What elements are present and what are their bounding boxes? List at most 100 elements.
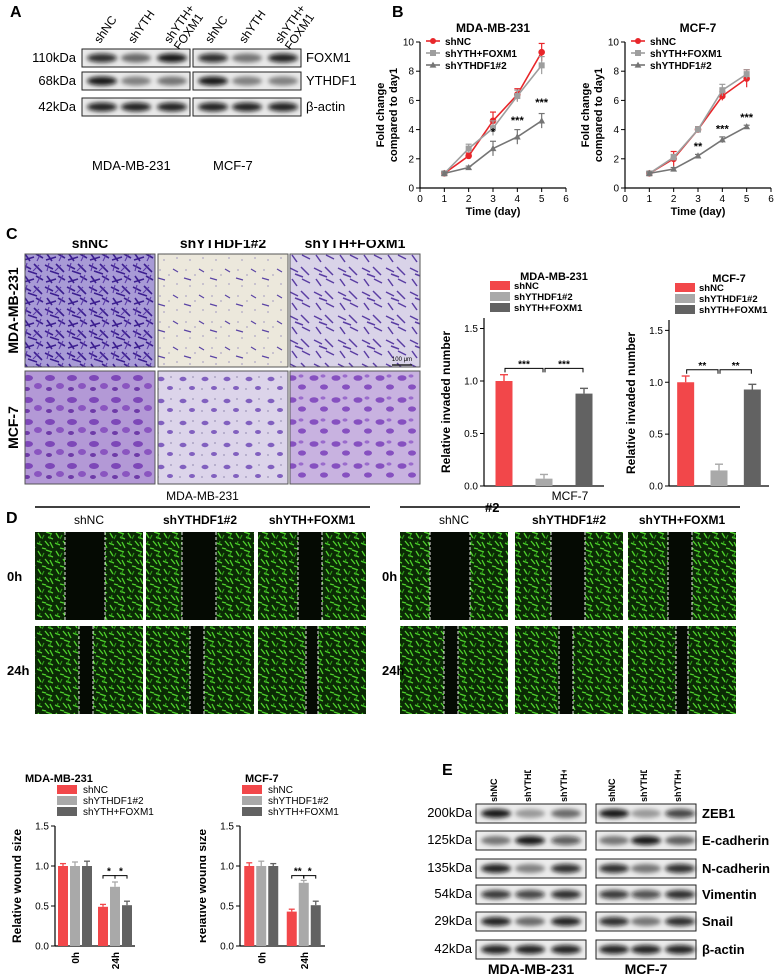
- legend-swatch: [242, 796, 262, 805]
- bar-shythdf1-2: [110, 886, 120, 946]
- legend-label-shnc: shNC: [268, 785, 293, 796]
- data-point: [670, 165, 678, 172]
- blot-band: [268, 76, 298, 86]
- blot-band: [87, 53, 117, 63]
- scratch-gap: [430, 532, 470, 620]
- kda-label-snail: 29kDa: [434, 913, 472, 928]
- scratch-gap: [65, 532, 105, 620]
- significance-bracket: [544, 367, 584, 373]
- bar-shnc: [58, 866, 68, 946]
- legend-label-shyth-foxm1: shYTH+FOXM1: [445, 49, 517, 60]
- blot-band: [631, 945, 661, 954]
- time-label-0h: 0h: [7, 569, 22, 584]
- chart-title: MCF-7: [245, 773, 279, 785]
- y-tick-label: 0.5: [35, 902, 49, 913]
- panel-label-c: C: [6, 226, 18, 243]
- y-tick-label: 6: [408, 96, 414, 107]
- data-point: [743, 123, 751, 130]
- legend-label-shyth-foxm1: shYTH+FOXM1: [699, 305, 768, 316]
- micrograph: [289, 253, 421, 368]
- kda-label-n-cadherin: 135kDa: [427, 860, 473, 875]
- data-point: [489, 144, 497, 152]
- x-tick-label: 4: [515, 194, 521, 205]
- bar-shythdf1-2: [298, 882, 309, 946]
- significance-label: *: [119, 867, 123, 878]
- legend-swatch: [490, 281, 510, 290]
- y-axis-label: Relative wound size: [200, 829, 209, 943]
- bar-shnc: [286, 911, 297, 946]
- blot-band: [157, 102, 187, 112]
- data-point: [743, 71, 750, 78]
- legend-label-shyth-foxm1: shYTH+FOXM1: [650, 49, 722, 60]
- data-point: [718, 136, 726, 143]
- cell-line-label: MDA-MB-231: [92, 158, 171, 173]
- y-tick-label: 1.0: [649, 378, 663, 389]
- scratch-gap: [444, 626, 458, 714]
- lane-label-shyth: shYTH: [125, 8, 158, 46]
- blot-band: [121, 102, 151, 112]
- legend-label-shyth-foxm1: shYTH+FOXM1: [268, 807, 339, 818]
- y-tick-label: 0.5: [220, 902, 234, 913]
- chart-title: MDA-MB-231: [25, 773, 93, 785]
- lane-label-shyth: shYTH+FOXM1: [272, 2, 318, 53]
- blot-band: [551, 809, 581, 818]
- data-point: [465, 152, 472, 160]
- blot-band: [551, 917, 581, 926]
- y-axis-label-line: compared to day1: [593, 68, 605, 162]
- blot-band: [515, 836, 545, 845]
- data-point: [670, 154, 677, 161]
- blot-band: [232, 53, 262, 63]
- protein-label-e-cadherin: E-cadherin: [702, 833, 769, 848]
- scratch-gap: [190, 626, 204, 714]
- blot-band: [665, 864, 695, 873]
- bar-shyth-foxm1: [268, 866, 279, 946]
- blot-band: [87, 76, 117, 86]
- blot-band: [157, 76, 187, 86]
- significance-label: ***: [535, 97, 549, 109]
- blot-band: [515, 890, 545, 899]
- y-tick-label: 1.0: [464, 377, 478, 388]
- kda-label-ythdf1: 68kDa: [38, 73, 76, 88]
- legend-label-shyth-foxm1: shYTH+FOXM1: [83, 807, 154, 818]
- legend-label-shythdf1-2: shYTHDF1#2: [83, 796, 144, 807]
- blot-band: [551, 890, 581, 899]
- blot-band: [481, 809, 511, 818]
- cell-line-label: MCF-7: [625, 961, 668, 977]
- protein-label-actin: β-actin: [306, 99, 345, 114]
- scratch-gap: [551, 532, 585, 620]
- legend-label-shnc: shNC: [514, 281, 539, 292]
- data-point: [538, 117, 546, 124]
- chart-title: MDA-MB-231: [520, 271, 588, 283]
- panel-label-d: D: [6, 510, 18, 527]
- blot-band: [599, 917, 629, 926]
- bar-shnc: [98, 906, 108, 946]
- time-label-24h: 24h: [382, 663, 404, 678]
- blot-band: [551, 864, 581, 873]
- lane-label-shnc: shNC: [489, 778, 499, 802]
- micrograph: [157, 253, 289, 368]
- significance-label: **: [294, 867, 302, 878]
- y-tick-label: 0.0: [464, 482, 478, 493]
- legend-label-shyth-foxm1: shYTH+FOXM1: [514, 303, 583, 314]
- time-label-24h: 24h: [7, 663, 29, 678]
- column-header-shyth-foxm1: shYTH+FOXM1: [269, 513, 356, 527]
- lane-label-shnc: shNC: [607, 778, 617, 802]
- x-tick-label: 4: [720, 194, 726, 205]
- legend-swatch: [675, 305, 695, 314]
- y-tick-label: 0: [613, 184, 619, 195]
- y-tick-label: 2: [613, 154, 619, 165]
- x-tick-label: 1: [647, 194, 653, 205]
- bar-shythdf1-2: [70, 866, 80, 946]
- scratch-gap: [79, 626, 93, 714]
- x-tick-label: 3: [695, 194, 701, 205]
- chart-b-mda-mb-231: MDA-MB-231 0 2 4 6 8 10 0 1 2 3 4 5 6 Time (day) Fold c…: [375, 21, 569, 218]
- legend-label-shnc: shNC: [699, 283, 724, 294]
- blot-band: [87, 102, 117, 112]
- legend-label-shythdf1-2: shYTHDF1#2: [650, 61, 712, 72]
- blot-band: [515, 809, 545, 818]
- y-tick-label: 1.5: [35, 822, 49, 833]
- x-tick-label: 2: [671, 194, 677, 205]
- y-axis-label: Relative invaded number: [439, 331, 453, 473]
- protein-label-actin: β-actin: [702, 942, 745, 957]
